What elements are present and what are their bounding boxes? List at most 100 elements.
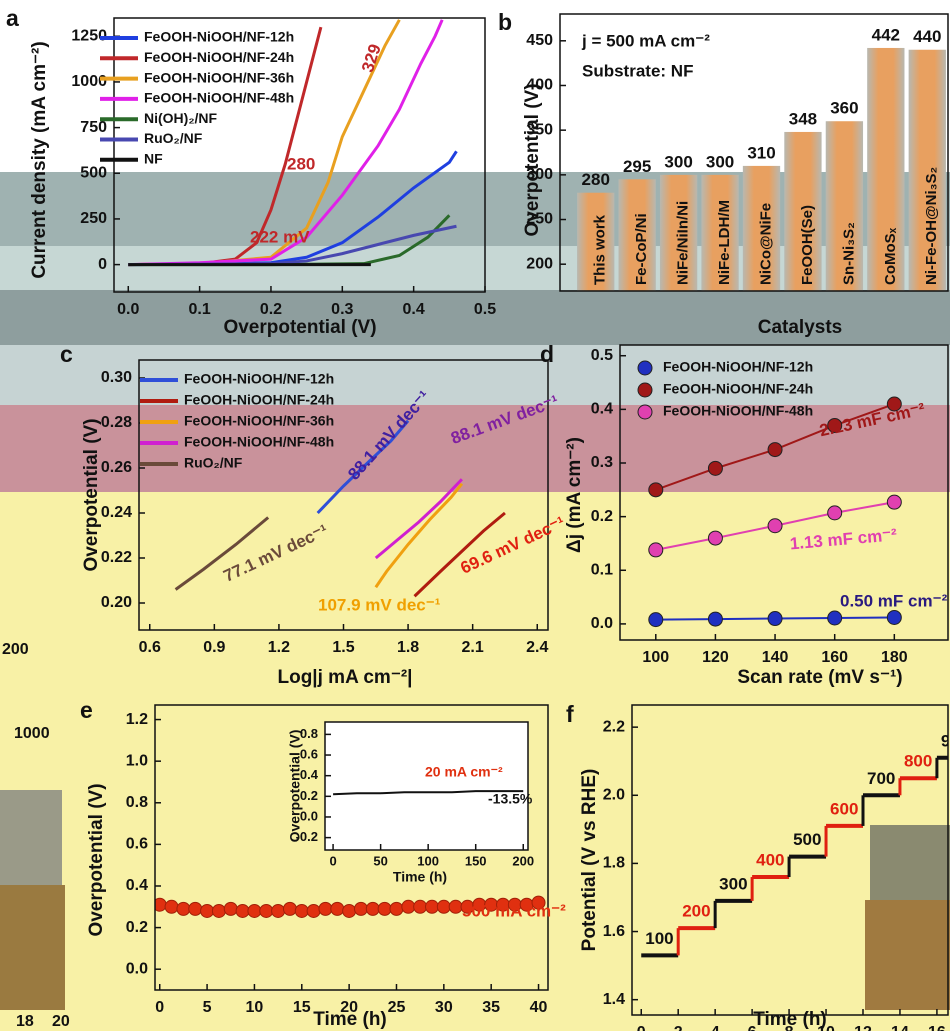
legend-label: FeOOH-NiOOH/NF-24h (184, 392, 334, 408)
value-label: 300 (706, 152, 734, 171)
marker (259, 903, 274, 918)
y-tick-label: 0.3 (591, 454, 613, 471)
step-label: 200 (682, 902, 710, 921)
y-tick-label: 0.2 (591, 508, 613, 525)
x-tick-label: 14 (891, 1024, 909, 1031)
y-axis-label: Overpotential (V) (522, 83, 543, 236)
y-tick-label: 0.30 (101, 369, 132, 386)
legend-marker (637, 360, 653, 376)
photo-fragment (0, 790, 62, 885)
x-tick-label: 30 (435, 999, 453, 1016)
y-tick-label: 1.0 (126, 752, 148, 769)
legend-label: FeOOH-NiOOH/NF-48h (184, 434, 334, 450)
x-tick-label: 40 (530, 999, 548, 1016)
legend-label: FeOOH-NiOOH/NF-12h (184, 371, 334, 387)
annotation: 500 mA cm⁻² (462, 901, 566, 920)
x-axis-label: Scan rate (mV s⁻¹) (737, 667, 902, 688)
panel-letter: d (540, 341, 554, 367)
x-tick-label: 200 (512, 853, 534, 868)
x-tick-label: 4 (711, 1024, 720, 1031)
bar (908, 49, 946, 291)
marker (282, 901, 297, 916)
panel-letter: e (80, 697, 93, 723)
marker (342, 903, 357, 918)
y-tick-label: 1.8 (603, 855, 625, 872)
x-tick-label: 120 (702, 649, 729, 666)
bar (701, 174, 739, 291)
category-label: NiFe/NiIn/Ni (675, 201, 692, 285)
y-tick-label: 0.2 (126, 919, 148, 936)
panel-letter: c (60, 341, 73, 367)
x-tick-label: 0.3 (331, 301, 353, 318)
y-tick-label: 0 (98, 256, 107, 273)
y-tick-label: 0.0 (126, 960, 148, 977)
category-label: Fe-CoP/Ni (633, 213, 650, 285)
marker (648, 482, 664, 498)
x-axis-label: Log|j mA cm⁻²| (277, 667, 412, 688)
series-line (333, 790, 524, 796)
annotation: 329 (358, 42, 385, 75)
axes-frame (154, 704, 549, 991)
bar (784, 131, 822, 291)
y-tick-label: 0.28 (101, 414, 132, 431)
annotation: j = 500 mA cm⁻² (581, 31, 710, 50)
x-tick-label: 50 (373, 853, 387, 868)
marker (318, 901, 333, 916)
axes-frame (113, 17, 486, 293)
overlay-band (0, 405, 950, 492)
marker (247, 903, 262, 918)
annotation: Substrate: NF (582, 61, 693, 80)
step-label: 600 (830, 799, 858, 818)
step-label: 100 (645, 929, 673, 948)
legend-label: RuO₂/NF (144, 130, 203, 146)
y-tick-label: 300 (526, 166, 553, 183)
marker (271, 903, 286, 918)
y-tick-label: 0.5 (591, 347, 613, 364)
bar (618, 179, 656, 291)
x-tick-label: 1.2 (268, 639, 290, 656)
series-line (174, 516, 270, 591)
x-tick-label: 0 (329, 853, 336, 868)
y-tick-label: -0.2 (296, 829, 318, 844)
y-tick-label: 0.4 (591, 401, 613, 418)
marker (294, 903, 309, 918)
y-tick-label: 1000 (71, 73, 107, 90)
y-tick-label: 400 (526, 77, 553, 94)
photo-fragment (0, 885, 65, 1010)
step-label: 700 (867, 769, 895, 788)
value-label: 360 (830, 99, 858, 118)
marker (413, 899, 428, 914)
x-tick-label: 140 (762, 649, 789, 666)
legend-label: FeOOH-NiOOH/NF-12h (144, 29, 294, 45)
y-tick-label: 1.2 (126, 711, 148, 728)
x-axis-label: Overpotential (V) (223, 317, 376, 338)
x-tick-label: 0.4 (403, 301, 425, 318)
x-tick-label: 10 (246, 999, 264, 1016)
annotation: -13.5% (488, 791, 533, 807)
value-label: 348 (789, 109, 817, 128)
step-label: 300 (719, 874, 747, 893)
legend-marker (637, 404, 653, 420)
x-tick-label: 15 (293, 999, 311, 1016)
x-tick-label: 1.5 (332, 639, 354, 656)
x-axis-label: Time (h) (393, 869, 447, 885)
x-tick-label: 2.1 (462, 639, 484, 656)
plot-area (128, 19, 458, 267)
y-tick-label: 0.0 (591, 615, 613, 632)
y-tick-label: 0.0 (300, 808, 318, 823)
legend-label: NF (144, 151, 163, 167)
step-label: 400 (756, 851, 784, 870)
step-label: 800 (904, 752, 932, 771)
annotation: 222 mV (250, 227, 310, 246)
fragment-label: 200 (2, 641, 29, 658)
y-axis-label: Current density (mA cm⁻²) (29, 41, 50, 278)
marker (827, 417, 843, 433)
marker (886, 494, 902, 510)
marker (306, 903, 321, 918)
bar (867, 47, 905, 291)
value-label: 295 (623, 157, 651, 176)
x-tick-label: 0.9 (203, 639, 225, 656)
x-tick-label: 0.1 (188, 301, 210, 318)
x-tick-label: 150 (465, 853, 487, 868)
